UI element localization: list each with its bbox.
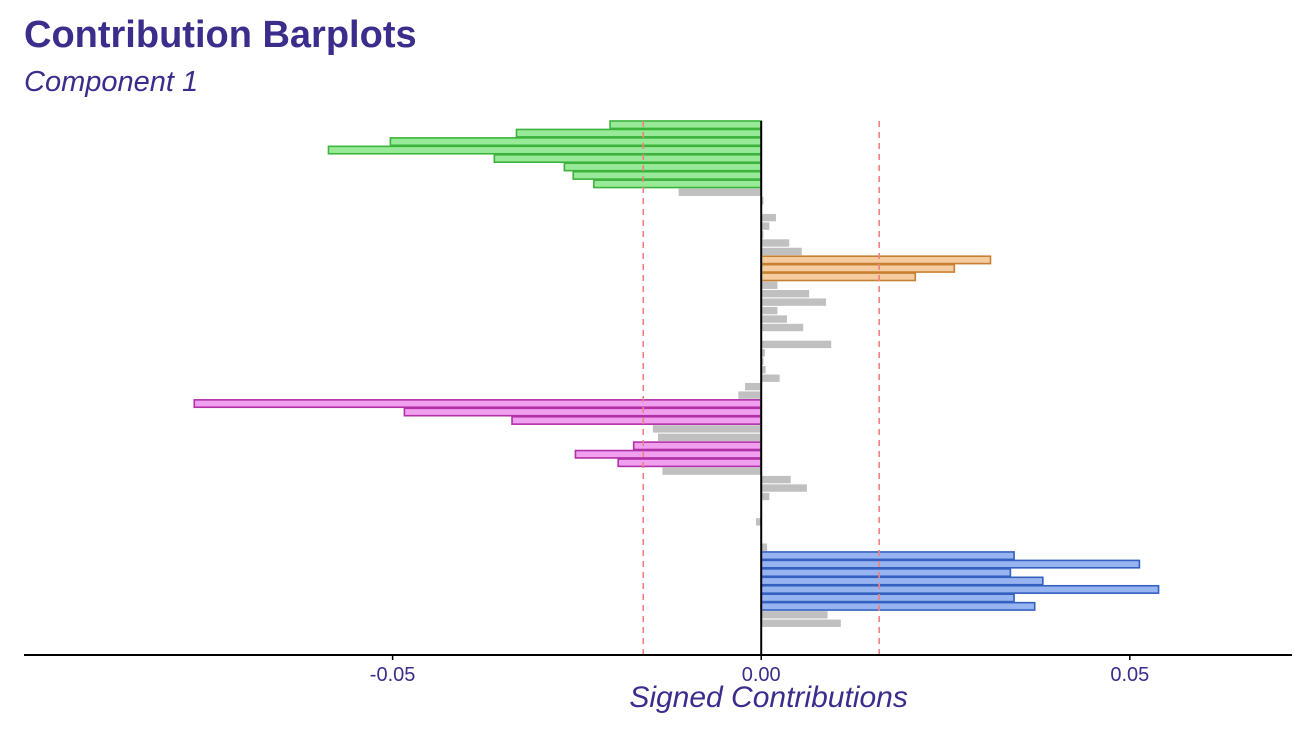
bar-not-significant xyxy=(744,382,762,391)
bar-not-significant xyxy=(761,298,827,306)
bar-blue xyxy=(760,568,1012,578)
x-axis-title: Signed Contributions xyxy=(629,681,908,714)
bar-not-significant xyxy=(678,188,762,196)
bar-pink xyxy=(403,407,763,417)
bar-not-significant xyxy=(761,306,778,315)
x-tick-label: -0.05 xyxy=(370,664,416,686)
bar-not-significant xyxy=(761,340,832,349)
bar-not-significant xyxy=(761,357,764,365)
bar-not-significant xyxy=(761,213,776,222)
bar-not-significant xyxy=(662,467,762,475)
bar-not-significant xyxy=(658,433,762,442)
bar-not-significant xyxy=(761,290,810,298)
bar-not-significant xyxy=(761,349,765,357)
threshold-lines xyxy=(642,121,880,655)
bar-blue xyxy=(760,593,1015,603)
bar-pink xyxy=(193,399,763,409)
bar-blue xyxy=(760,551,1015,561)
bar-orange xyxy=(760,263,956,273)
bar-green xyxy=(515,128,763,138)
bar-not-significant xyxy=(761,492,770,501)
bar-not-significant xyxy=(761,239,790,247)
bars-layer xyxy=(193,120,1160,627)
bar-green xyxy=(572,170,763,180)
x-tick-label: 0.00 xyxy=(742,664,781,686)
x-axis-ticks: -0.05 0.00 0.05 xyxy=(370,655,1149,686)
bar-not-significant xyxy=(761,374,780,382)
bar-green xyxy=(493,154,763,164)
bar-not-significant xyxy=(761,475,791,484)
bar-blue xyxy=(760,559,1141,569)
bar-green xyxy=(327,145,763,155)
bar-pink xyxy=(574,449,763,459)
bar-green xyxy=(563,162,763,172)
bar-orange xyxy=(760,272,917,282)
bar-pink xyxy=(511,415,763,425)
bar-not-significant xyxy=(761,247,802,256)
bar-orange xyxy=(760,255,992,265)
bar-not-significant xyxy=(761,619,841,627)
bar-not-significant xyxy=(652,425,762,433)
bar-green xyxy=(609,120,763,130)
bar-not-significant xyxy=(761,281,778,289)
bar-not-significant xyxy=(761,230,764,239)
x-tick-label: 0.05 xyxy=(1110,664,1149,686)
bar-pink xyxy=(632,441,763,451)
bar-not-significant xyxy=(761,366,766,374)
chart-subtitle: Component 1 xyxy=(24,66,199,98)
bar-blue xyxy=(760,584,1160,594)
bar-not-significant xyxy=(761,543,768,551)
bar-not-significant xyxy=(738,391,762,399)
chart-title: Contribution Barplots xyxy=(24,14,417,56)
bar-not-significant xyxy=(761,484,807,492)
bar-not-significant xyxy=(761,315,788,323)
bar-green xyxy=(593,179,763,189)
bar-not-significant xyxy=(761,197,764,205)
bar-not-significant xyxy=(761,611,828,619)
bar-green xyxy=(389,137,763,147)
bar-blue xyxy=(760,576,1044,586)
bar-not-significant xyxy=(761,323,804,332)
bar-not-significant xyxy=(756,518,762,526)
bar-not-significant xyxy=(761,222,770,230)
bar-pink xyxy=(617,458,763,468)
bar-blue xyxy=(760,601,1036,611)
